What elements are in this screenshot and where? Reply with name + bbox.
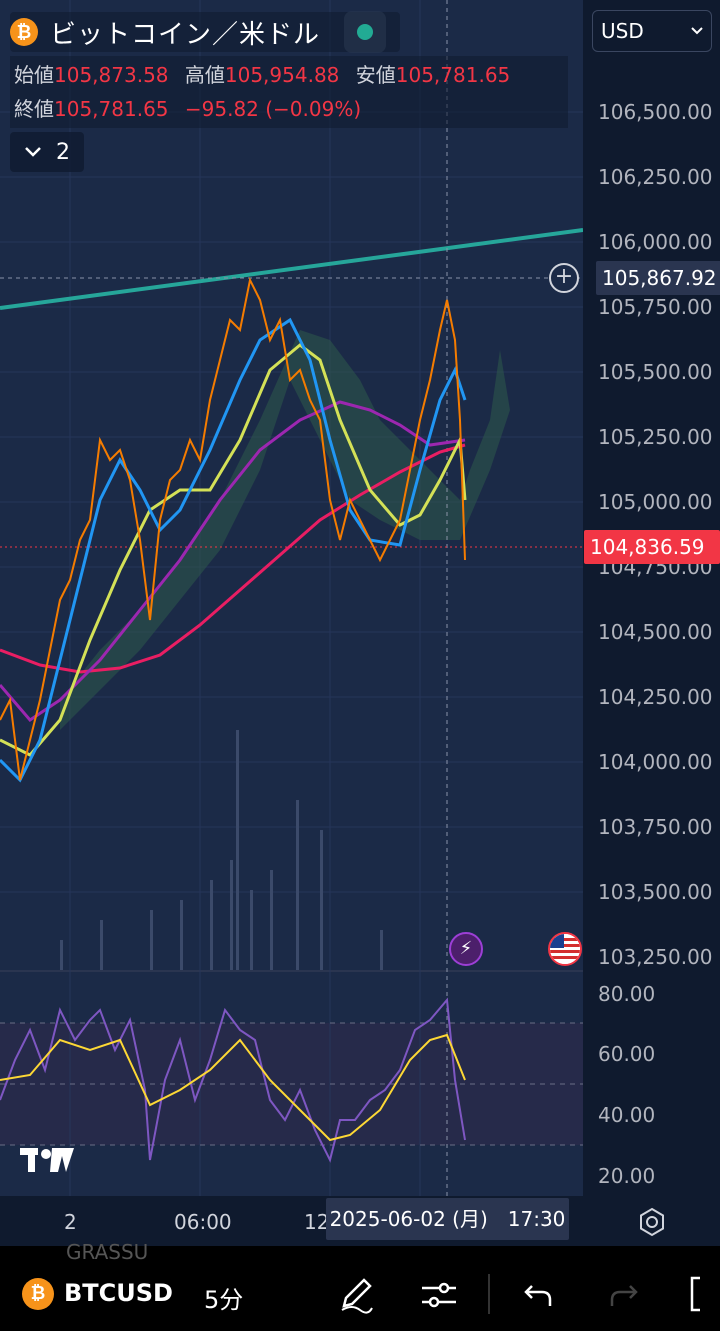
us-flag-event-icon[interactable] — [548, 932, 582, 966]
rsi-tick: 20.00 — [598, 1164, 656, 1188]
last-price-tag: 104,836.59 — [584, 530, 720, 564]
price-tick: 106,250.00 — [598, 165, 713, 189]
bottom-toolbar — [0, 1246, 720, 1331]
redo-icon[interactable] — [608, 1274, 640, 1314]
price-tick: 104,000.00 — [598, 750, 713, 774]
price-tick: 105,000.00 — [598, 490, 713, 514]
watchlist-ghost-item: GRASSU — [66, 1240, 149, 1264]
price-tick: 103,750.00 — [598, 815, 713, 839]
close-value: 105,781.65 — [54, 97, 169, 121]
price-tick: 104,500.00 — [598, 620, 713, 644]
price-axis[interactable] — [583, 0, 720, 1246]
tradingview-logo-icon[interactable] — [20, 1146, 76, 1174]
time-label: 2 — [64, 1210, 77, 1234]
trendline[interactable] — [0, 228, 583, 310]
volume-bars — [60, 730, 383, 970]
change-value: −95.82 (−0.09%) — [184, 97, 362, 121]
chevron-down-icon — [691, 27, 703, 35]
indicators-collapse-button[interactable]: 2 — [10, 132, 84, 172]
close-label: 終値 — [14, 97, 54, 121]
currency-select[interactable]: USD — [592, 10, 712, 52]
drawing-pencil-icon[interactable] — [338, 1274, 374, 1314]
rsi-tick: 60.00 — [598, 1042, 656, 1066]
low-value: 105,781.65 — [395, 63, 511, 87]
price-tick: 103,500.00 — [598, 880, 713, 904]
ohlc-legend: 始値105,873.58 高値105,954.88 安値105,781.65 終… — [10, 56, 568, 128]
ema-mid-line — [0, 343, 467, 757]
open-value: 105,873.58 — [54, 63, 169, 87]
interval-button[interactable]: 5分 — [204, 1286, 244, 1314]
fullscreen-icon[interactable] — [688, 1274, 720, 1314]
add-alert-plus-icon[interactable]: + — [549, 263, 579, 293]
pane-separator[interactable] — [0, 970, 583, 972]
undo-icon[interactable] — [522, 1274, 554, 1314]
price-plot[interactable] — [0, 0, 583, 1246]
toolbar-divider — [488, 1274, 490, 1314]
high-label: 高値 — [184, 63, 225, 87]
symbol-button[interactable]: BTCUSD — [64, 1279, 173, 1307]
open-label: 始値 — [14, 63, 54, 87]
chart-settings-icon[interactable] — [636, 1206, 668, 1238]
rsi-tick: 80.00 — [598, 982, 656, 1006]
symbol-name: ビットコイン／米ドル — [50, 19, 321, 50]
chart-area[interactable] — [0, 0, 583, 1246]
currency-value: USD — [601, 19, 644, 43]
price-tick: 103,250.00 — [598, 945, 713, 969]
high-value: 105,954.88 — [224, 63, 340, 87]
rsi-tick: 40.00 — [598, 1103, 656, 1127]
us-flag-icon — [550, 934, 580, 964]
bitcoin-icon: ₿ — [22, 1278, 54, 1310]
price-tick: 106,000.00 — [598, 230, 713, 254]
status-dot-icon — [357, 24, 374, 40]
rsi-ma-line — [0, 1033, 466, 1142]
indicators-sliders-icon[interactable] — [420, 1274, 458, 1314]
price-tick: 105,250.00 — [598, 425, 713, 449]
ichimoku-cloud — [60, 330, 510, 730]
rsi-levels — [0, 1022, 583, 1146]
price-tick: 106,500.00 — [598, 100, 713, 124]
time-label: 06:00 — [174, 1210, 232, 1234]
indicator-count: 2 — [56, 139, 70, 165]
bitcoin-icon: ₿ — [10, 18, 38, 46]
price-line — [0, 276, 466, 781]
ema-long-line — [0, 443, 466, 674]
ema-fast-line — [0, 317, 467, 783]
market-status-indicator[interactable] — [344, 11, 387, 53]
price-tick: 105,500.00 — [598, 360, 713, 384]
price-tick: 105,750.00 — [598, 295, 713, 319]
rsi-line — [0, 997, 466, 1163]
low-label: 安値 — [355, 63, 396, 87]
symbol-header[interactable]: ₿ ビットコイン／米ドル — [10, 11, 401, 53]
crosshair-price-tag: 105,867.92 — [596, 261, 720, 295]
time-label: 12 — [304, 1210, 330, 1234]
chevron-down-icon — [25, 147, 41, 157]
lightning-event-icon[interactable]: ⚡ — [449, 932, 483, 966]
crosshair-time-tag: 2025-06-02 (月) 17:30 — [326, 1198, 569, 1240]
ema-slow-line — [0, 400, 466, 722]
price-tick: 104,250.00 — [598, 685, 713, 709]
